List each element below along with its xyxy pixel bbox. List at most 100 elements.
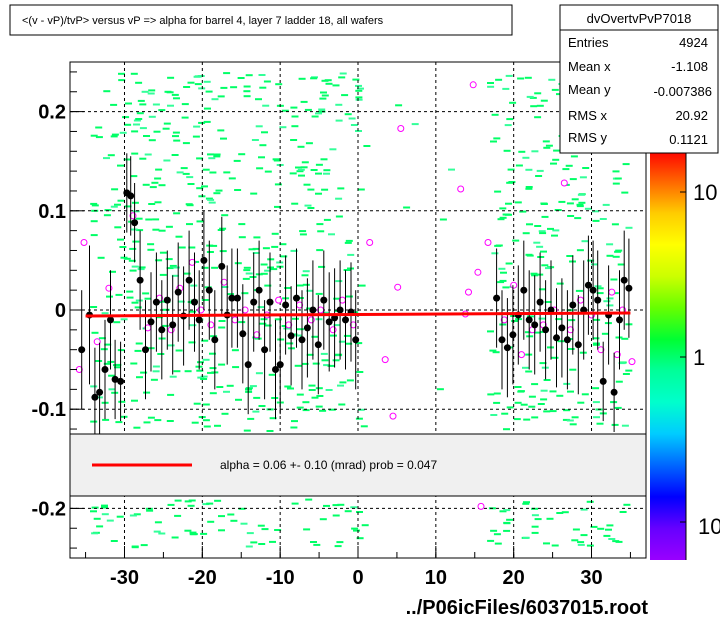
background-bin <box>592 343 600 346</box>
profile-marker <box>255 286 263 294</box>
background-bin <box>301 362 309 365</box>
profile-marker <box>205 286 213 294</box>
hollow-point <box>477 502 485 510</box>
background-bin <box>230 86 238 89</box>
background-bin <box>329 148 337 151</box>
background-bin <box>540 389 548 392</box>
background-bin <box>500 271 507 274</box>
background-bin <box>221 412 229 415</box>
background-bin <box>297 145 305 148</box>
background-bin <box>193 402 201 405</box>
background-bin <box>90 134 98 137</box>
background-bin <box>135 81 143 84</box>
background-bin <box>268 373 276 376</box>
background-bin <box>114 203 121 206</box>
profile-point <box>325 272 333 372</box>
background-bin <box>256 167 264 170</box>
profile-point <box>293 248 300 348</box>
background-bin <box>227 293 234 296</box>
hollow-point <box>457 185 465 193</box>
background-bin <box>154 521 162 524</box>
profile-marker <box>101 366 109 373</box>
background-bin <box>610 278 618 281</box>
background-bin <box>623 503 631 506</box>
profile-point <box>542 280 550 380</box>
background-bin <box>514 386 522 388</box>
profile-marker <box>574 341 582 349</box>
background-bin <box>525 253 533 256</box>
background-bin <box>592 337 600 340</box>
background-bin <box>117 164 124 167</box>
background-bin <box>194 83 202 86</box>
stats-value: 4924 <box>679 35 708 50</box>
background-bin <box>133 426 141 429</box>
profile-marker <box>325 318 333 326</box>
background-bin <box>264 324 272 327</box>
background-bin <box>537 256 545 258</box>
background-bin <box>147 248 155 251</box>
background-bin <box>542 140 550 143</box>
background-bin <box>213 155 221 158</box>
background-bin <box>503 149 511 152</box>
background-bin <box>347 253 355 256</box>
background-bin <box>115 293 123 296</box>
background-bin <box>261 131 268 134</box>
background-bin <box>130 362 138 365</box>
stats-name: dvOvertvPvP7018 <box>587 11 692 26</box>
background-bin <box>116 515 124 518</box>
background-bin <box>570 155 578 158</box>
background-bin <box>206 502 214 505</box>
background-bin <box>555 318 563 321</box>
background-bin <box>523 501 530 504</box>
background-bin <box>548 78 556 81</box>
background-bin <box>311 396 319 399</box>
background-bin <box>223 171 231 174</box>
background-bin <box>299 233 307 236</box>
background-bin <box>327 364 335 367</box>
background-bin <box>158 184 166 187</box>
profile-marker <box>547 306 555 314</box>
background-bin <box>363 145 371 147</box>
background-bin <box>158 532 166 535</box>
background-bin <box>102 418 110 421</box>
profile-point <box>531 275 539 375</box>
background-bin <box>506 406 514 409</box>
background-bin <box>343 269 351 271</box>
background-bin <box>487 85 495 88</box>
background-bin <box>355 342 363 345</box>
background-bin <box>606 243 614 246</box>
background-bin <box>233 159 241 162</box>
background-bin <box>328 408 336 411</box>
hollow-point <box>608 288 616 296</box>
background-bin <box>130 72 138 75</box>
background-bin <box>330 334 337 337</box>
background-bin <box>568 319 576 322</box>
background-bin <box>520 403 528 406</box>
background-bin <box>93 517 101 520</box>
hollow-point <box>241 306 249 314</box>
background-bin <box>308 384 316 387</box>
profile-marker <box>276 361 284 369</box>
x-axis-ticks: -30 -20 -10 0 10 20 30 <box>85 546 631 589</box>
background-bin <box>90 234 98 237</box>
background-bin <box>135 118 143 120</box>
background-bin <box>298 77 306 80</box>
color-bar-label: 1 <box>693 345 705 370</box>
background-bin <box>109 270 116 273</box>
background-bin <box>137 268 145 271</box>
background-bin <box>128 259 136 262</box>
background-bin <box>307 188 315 191</box>
profile-marker <box>493 294 501 302</box>
background-bin <box>535 175 543 177</box>
background-bin <box>571 539 579 542</box>
background-bin <box>587 259 595 262</box>
background-bin <box>300 100 308 103</box>
background-bin <box>606 254 614 257</box>
background-bin <box>245 74 253 77</box>
profile-marker <box>169 321 177 329</box>
color-bar-label: 10 <box>693 180 717 205</box>
background-bin <box>269 417 277 420</box>
background-bin <box>290 249 298 252</box>
background-bin <box>90 510 97 513</box>
background-bin <box>101 504 108 507</box>
